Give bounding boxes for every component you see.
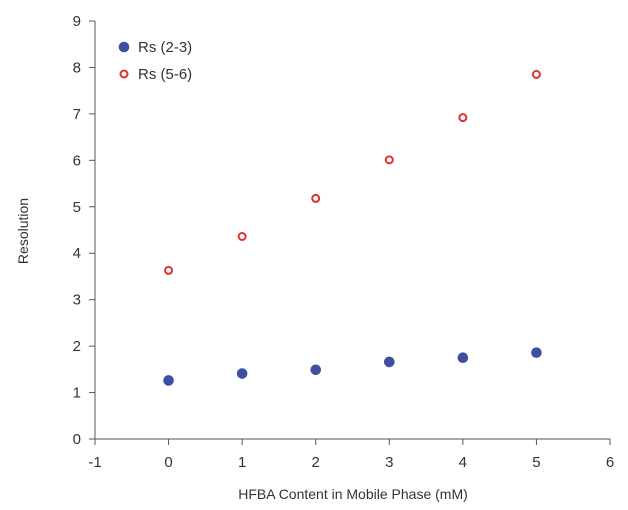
legend-marker: [118, 41, 130, 53]
y-axis-title: Resolution: [15, 198, 31, 264]
x-tick-label: 1: [238, 454, 246, 471]
x-axis-title: HFBA Content in Mobile Phase (mM): [238, 486, 468, 502]
y-tick-label: 1: [73, 385, 81, 402]
data-point-filled: [531, 347, 542, 358]
data-point-open: [531, 69, 541, 79]
legend-label: Rs (5-6): [138, 66, 192, 83]
y-tick-label: 8: [73, 59, 81, 76]
y-tick-label: 2: [73, 338, 81, 355]
data-point-open: [384, 155, 394, 165]
y-tick-label: 9: [73, 13, 81, 30]
y-tick-label: 0: [73, 431, 81, 448]
y-tick-label: 3: [73, 292, 81, 309]
y-tick-label: 7: [73, 106, 81, 123]
data-point-filled: [310, 364, 322, 376]
x-tick-label: 0: [164, 454, 172, 471]
x-tick-label: -1: [88, 454, 101, 471]
legend-marker: [119, 69, 129, 79]
data-point-open: [458, 113, 468, 123]
x-tick-label: 6: [606, 454, 614, 471]
legend-label: Rs (2-3): [138, 39, 192, 56]
y-tick-label: 6: [73, 152, 81, 169]
data-point-filled: [383, 356, 395, 368]
data-point-open: [164, 265, 174, 275]
series-1: [163, 347, 542, 386]
y-tick-label: 5: [73, 199, 81, 216]
x-tick-label: 5: [532, 454, 540, 471]
x-tick-label: 2: [312, 454, 320, 471]
y-tick-label: 4: [73, 245, 81, 262]
series-2: [164, 69, 541, 275]
data-point-filled: [457, 352, 469, 364]
data-point-filled: [163, 375, 174, 386]
data-points: [163, 69, 542, 386]
data-point-filled: [236, 368, 248, 379]
axes: 0 1 2 3 4 5 6 7 8 9 -1 0 1 2 3 4 5 6: [73, 13, 615, 471]
x-tick-label: 3: [385, 454, 393, 471]
data-point-open: [311, 193, 321, 203]
x-tick-label: 4: [459, 454, 467, 471]
legend: Rs (2-3) Rs (5-6): [118, 39, 192, 83]
data-point-open: [237, 232, 247, 242]
